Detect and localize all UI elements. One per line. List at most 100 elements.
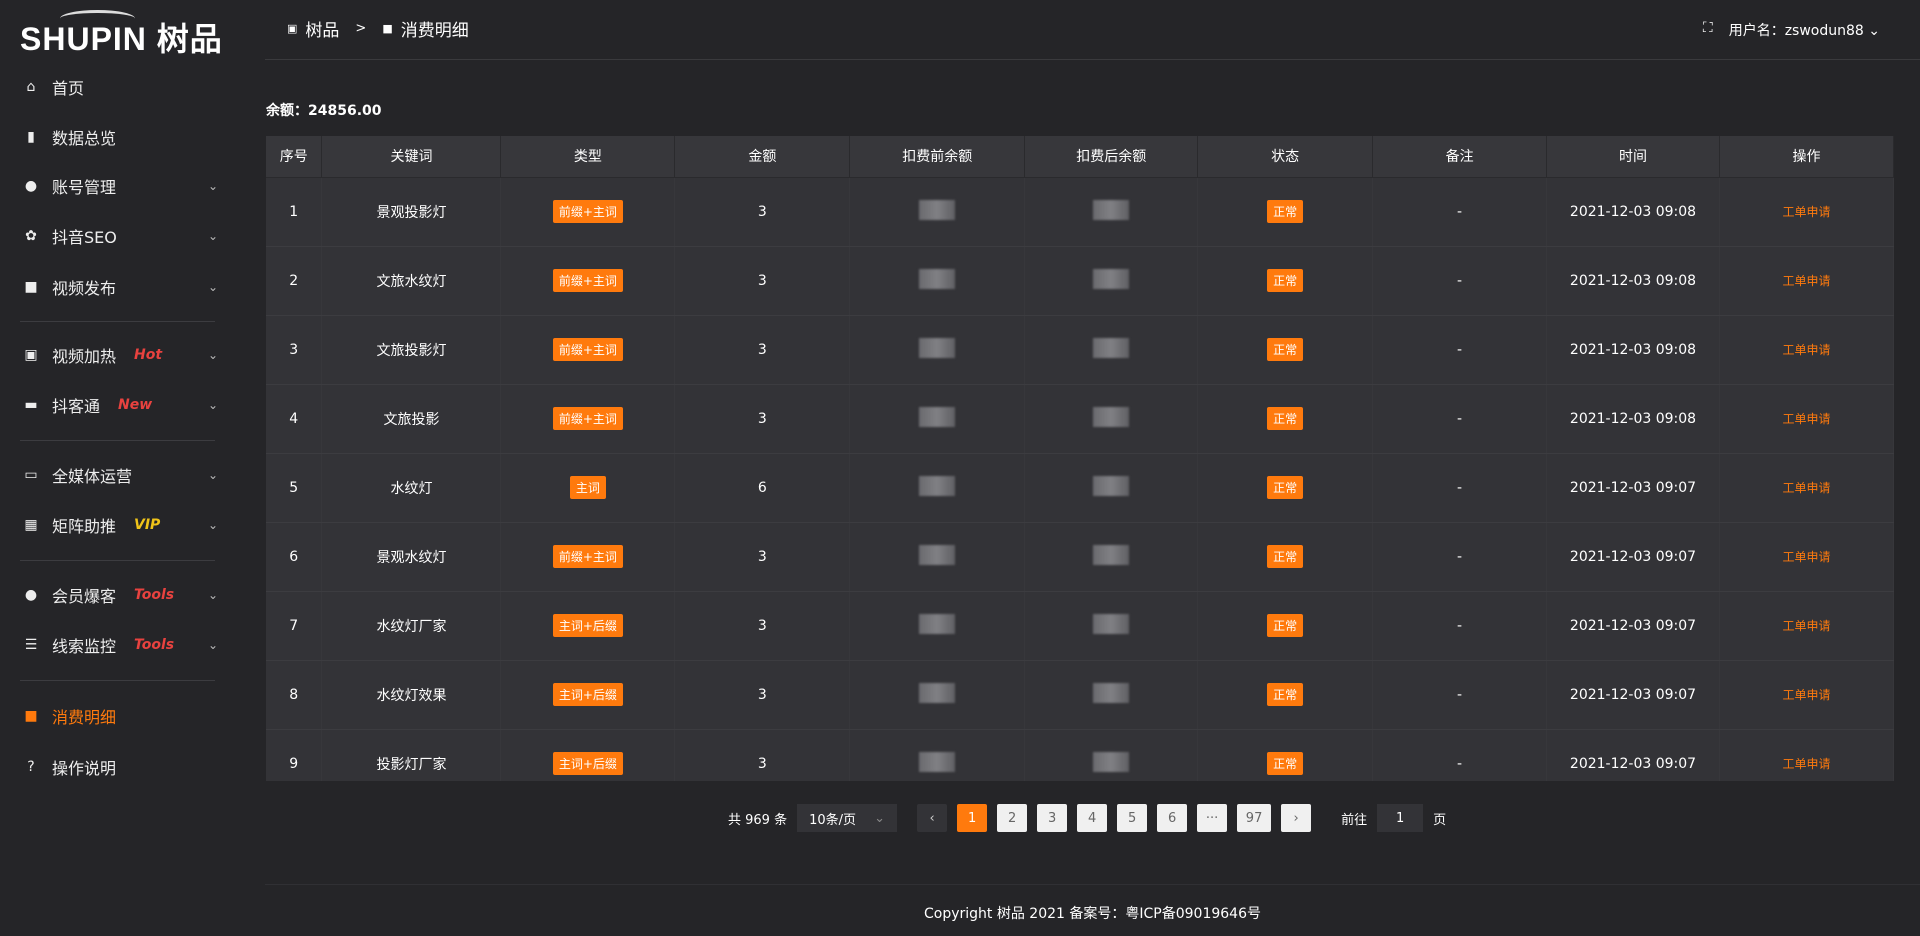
cell-balance-before [849, 315, 1026, 385]
table-row: 7 水纹灯厂家 主词+后缀 3 正常 - 2021-12-03 09:07 工单… [266, 591, 1894, 661]
cell-index: 8 [266, 660, 323, 730]
ticket-apply-link[interactable]: 工单申请 [1782, 688, 1831, 702]
ticket-apply-link[interactable]: 工单申请 [1782, 412, 1831, 426]
sidebar-item-label: 数据总览 [52, 129, 117, 148]
redacted-value [1093, 751, 1130, 772]
sidebar-item-12[interactable]: ? 操作说明 [0, 747, 230, 787]
menu-icon: ▣ [24, 347, 38, 363]
cell-type: 前缀+主词 [500, 177, 676, 247]
ticket-apply-link[interactable]: 工单申请 [1782, 481, 1831, 495]
menu-icon: ☰ [24, 637, 38, 653]
ticket-apply-link[interactable]: 工单申请 [1782, 205, 1831, 219]
ticket-apply-link[interactable]: 工单申请 [1782, 757, 1831, 771]
page-button[interactable]: 97 [1237, 804, 1272, 832]
type-badge: 主词+后缀 [552, 683, 623, 706]
sidebar-badge: VIP [134, 517, 161, 533]
column-header: 关键词 [321, 136, 502, 178]
cell-keyword: 文旅投影 [321, 384, 502, 454]
home-icon: ▣ [287, 22, 298, 35]
page-button[interactable]: 5 [1117, 804, 1148, 832]
menu-icon: ▮ [27, 129, 35, 145]
sidebar-item-8[interactable]: ▦ 矩阵助推 VIP ⌄ [0, 505, 230, 545]
cell-status: 正常 [1197, 522, 1374, 592]
total-count: 共 969 条 [728, 812, 788, 828]
cell-keyword: 水纹灯 [321, 453, 502, 523]
cell-balance-before [849, 177, 1026, 247]
cell-balance-before [849, 660, 1026, 730]
wallet-icon: ■ [382, 22, 393, 35]
status-badge: 正常 [1267, 614, 1304, 637]
column-header: 操作 [1719, 136, 1894, 178]
divider [20, 560, 215, 561]
breadcrumb-current: 消费明细 [400, 21, 469, 41]
prev-page-button[interactable]: ‹ [917, 804, 948, 832]
cell-keyword: 文旅水纹灯 [321, 246, 502, 316]
chevron-down-icon: ⌄ [207, 518, 218, 532]
cell-action: 工单申请 [1719, 384, 1894, 454]
sidebar-item-3[interactable]: ✿ 抖音SEO ⌄ [0, 216, 230, 256]
type-badge: 前缀+主词 [552, 545, 623, 568]
sidebar-item-11[interactable]: ■ 消费明细 [0, 696, 230, 736]
sidebar-item-9[interactable]: ● 会员爆客 Tools ⌄ [0, 575, 230, 615]
cell-time: 2021-12-03 09:07 [1546, 591, 1720, 661]
ticket-apply-link[interactable]: 工单申请 [1782, 343, 1831, 357]
sidebar-item-4[interactable]: ■ 视频发布 ⌄ [0, 267, 230, 307]
cell-note: - [1372, 315, 1548, 385]
column-header: 状态 [1197, 136, 1374, 178]
chevron-down-icon: ⌄ [874, 810, 886, 826]
page-size-value: 10条/页 [809, 812, 857, 828]
breadcrumb-separator: > [355, 21, 367, 36]
cell-action: 工单申请 [1719, 729, 1894, 781]
page-button[interactable]: 4 [1077, 804, 1108, 832]
cell-index: 5 [266, 453, 323, 523]
status-badge: 正常 [1267, 752, 1304, 775]
sidebar-item-label: 账号管理 [52, 178, 117, 197]
cell-keyword: 文旅投影灯 [321, 315, 502, 385]
page-button[interactable]: 1 [957, 804, 988, 832]
cell-status: 正常 [1197, 660, 1374, 730]
sidebar-badge: Hot [134, 347, 163, 363]
page-button[interactable]: 3 [1037, 804, 1068, 832]
ticket-apply-link[interactable]: 工单申请 [1782, 274, 1831, 288]
ticket-apply-link[interactable]: 工单申请 [1782, 619, 1831, 633]
user-menu[interactable]: 用户名：zswodun88 ⌄ [1729, 20, 1880, 40]
cell-time: 2021-12-03 09:07 [1546, 453, 1720, 523]
cell-balance-after [1024, 177, 1199, 247]
ticket-apply-link[interactable]: 工单申请 [1782, 550, 1831, 564]
sidebar-item-1[interactable]: ▮ 数据总览 [0, 117, 230, 157]
chevron-down-icon: ⌄ [207, 348, 218, 362]
redacted-value [1093, 682, 1130, 703]
pagination: 共 969 条 10条/页 ⌄ ‹ 1 2 3 4 5 6 ··· 97 › 前往 1 页 [728, 804, 1446, 832]
cell-type: 前缀+主词 [500, 522, 676, 592]
next-page-button[interactable]: › [1281, 804, 1312, 832]
page-button[interactable]: 6 [1157, 804, 1188, 832]
goto-page-input[interactable]: 1 [1377, 804, 1424, 832]
redacted-value [919, 613, 956, 634]
cell-index: 7 [266, 591, 323, 661]
sidebar-item-0[interactable]: ⌂ 首页 [0, 67, 230, 107]
chevron-down-icon: ⌄ [207, 179, 218, 193]
cell-time: 2021-12-03 09:08 [1546, 315, 1720, 385]
cell-action: 工单申请 [1719, 315, 1894, 385]
sidebar-item-10[interactable]: ☰ 线索监控 Tools ⌄ [0, 625, 230, 665]
menu-icon: ● [24, 587, 38, 603]
cell-status: 正常 [1197, 246, 1374, 316]
cell-index: 6 [266, 522, 323, 592]
sidebar-item-7[interactable]: ▭ 全媒体运营 ⌄ [0, 455, 230, 495]
redacted-value [1093, 544, 1130, 565]
sidebar-item-6[interactable]: ▬ 抖客通 New ⌄ [0, 385, 230, 425]
divider [20, 321, 215, 322]
cell-status: 正常 [1197, 315, 1374, 385]
page-button[interactable]: ··· [1197, 804, 1228, 832]
redacted-value [919, 406, 956, 427]
chevron-down-icon: ⌄ [207, 280, 218, 294]
fullscreen-icon[interactable]: ⛶ [1702, 20, 1713, 36]
breadcrumb: ▣ 树品 > ■ 消费明细 [287, 16, 469, 41]
sidebar-item-2[interactable]: ● 账号管理 ⌄ [0, 166, 230, 206]
sidebar-item-5[interactable]: ▣ 视频加热 Hot ⌄ [0, 335, 230, 375]
cell-note: - [1372, 453, 1548, 523]
page-button[interactable]: 2 [997, 804, 1028, 832]
status-badge: 正常 [1267, 338, 1304, 361]
page-size-select[interactable]: 10条/页 ⌄ [797, 804, 898, 832]
breadcrumb-home[interactable]: 树品 [305, 21, 340, 41]
